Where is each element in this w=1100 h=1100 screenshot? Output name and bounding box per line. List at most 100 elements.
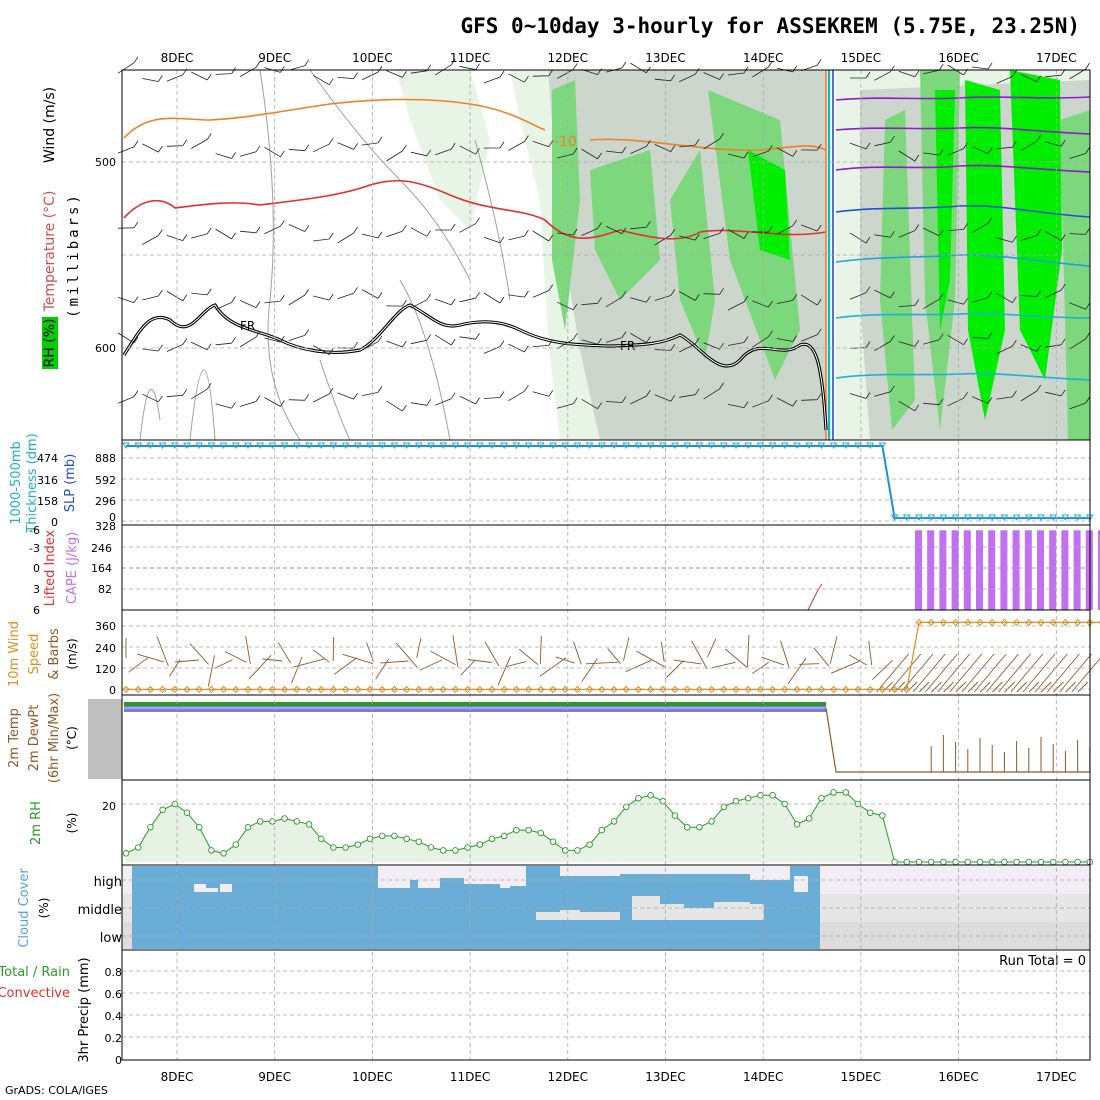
rh2m-point <box>391 832 398 840</box>
top-date-label: 16DEC <box>938 51 978 65</box>
wind-speed-point <box>134 685 142 694</box>
rh2m-point <box>415 838 423 845</box>
thickness-point <box>671 442 679 449</box>
upper-wind-barb <box>435 392 456 406</box>
wind-barb <box>691 640 708 670</box>
upper-wind-barb <box>264 397 285 407</box>
upper-wind-barb <box>557 63 578 79</box>
wind-speed-point <box>256 685 264 694</box>
slp-ytick-296: 296 <box>95 495 116 508</box>
wind-barb <box>607 648 621 664</box>
upper-wind-barb <box>142 143 163 153</box>
fr-label-1: FR <box>240 319 255 333</box>
top-date-label: 11DEC <box>450 51 490 65</box>
wind-speed-point <box>842 685 850 694</box>
wind-barb <box>888 653 922 693</box>
upper-wind-barb <box>727 401 749 408</box>
bottom-date-label: 17DEC <box>1036 1070 1076 1084</box>
upper-wind-barb <box>142 75 163 82</box>
rh2m-point <box>354 841 362 848</box>
upper-wind-barb <box>264 220 285 235</box>
thickness-markers <box>122 442 1094 522</box>
wind-barb <box>876 653 909 693</box>
cape-ylabel: CAPE (J/kg) <box>65 532 80 604</box>
thickness-point <box>756 442 765 449</box>
wind-speed-point <box>122 685 130 694</box>
rh2m-markers <box>122 789 1094 866</box>
top-date-label: 17DEC <box>1036 51 1076 65</box>
rh2m-point <box>269 818 276 825</box>
precip-panel: 0.8 0.6 0.4 0.2 0 Run Total = 0 Total / … <box>0 954 1086 1067</box>
cape-panel: -6 -3 0 3 6 246 164 82 Lifted Index CAPE… <box>29 524 1100 617</box>
upper-wind-barb <box>532 390 554 397</box>
wind-speed-point <box>805 685 813 694</box>
upper-wind-barb <box>508 385 529 402</box>
thickness-point <box>244 442 252 449</box>
wind-barb <box>1004 681 1015 693</box>
thickness-point <box>951 514 960 522</box>
upper-wind-barb <box>166 139 188 147</box>
cape-ytick-82: 82 <box>98 583 112 596</box>
rh2m-point <box>317 835 325 843</box>
upper-wind-barb <box>532 230 554 242</box>
upper-wind-barb <box>1020 384 1042 402</box>
upper-wind-barb <box>679 337 700 353</box>
temp-ylabel-2: 2m DewPt <box>27 705 42 772</box>
upper-wind-barb <box>117 56 139 74</box>
wind-speed-point <box>488 685 496 694</box>
top-date-label: 8DEC <box>161 51 194 65</box>
rh2m-point <box>744 794 752 802</box>
li-ytick-3: 3 <box>33 583 40 596</box>
upper-wind-barb <box>654 344 676 351</box>
wind-speed-point <box>232 685 240 694</box>
upper-wind-barb <box>313 387 334 403</box>
precip-ylabel-unit: 3hr Precip (mm) <box>77 957 92 1062</box>
upper-wind-barb <box>117 140 139 154</box>
thickness-point <box>280 442 289 449</box>
thickness-point <box>378 442 387 449</box>
temp-axis-hatching <box>88 699 122 779</box>
upper-wind-barb <box>556 333 578 350</box>
upper-wind-barb <box>1020 290 1042 297</box>
panel-frame <box>121 439 1091 526</box>
rh2m-point <box>683 823 691 831</box>
thickness-panel: 474 316 158 0 888 592 296 0 328 1000-500… <box>9 433 1094 534</box>
rh2m-point <box>208 847 215 854</box>
wind-speed-point <box>1061 618 1070 627</box>
precip-ytick-02: 0.2 <box>105 1032 123 1045</box>
upper-ylabel-wind: Wind (m/s) <box>42 87 58 163</box>
wind-speed-point <box>524 685 533 694</box>
upper-wind-barb <box>874 385 895 397</box>
wind-speed-point <box>646 685 655 694</box>
wind-speed-point <box>927 618 935 627</box>
cape-bar <box>1000 530 1008 610</box>
upper-wind-barb <box>557 228 578 236</box>
upper-wind-barb <box>605 331 627 343</box>
wind-speed-point <box>634 685 643 694</box>
upper-wind-barb <box>752 300 773 308</box>
wind-speed-point <box>354 685 362 694</box>
upper-wind-barb <box>605 225 627 235</box>
wind-speed-point <box>463 685 472 694</box>
upper-wind-barb <box>898 224 920 238</box>
rh2m-point <box>1025 858 1033 866</box>
thickness-point <box>902 514 911 522</box>
upper-wind-barb <box>947 142 968 156</box>
wind-speed-point <box>183 685 191 694</box>
wind-speed-point <box>537 685 545 694</box>
wind-speed-point <box>829 685 838 694</box>
wind-barb <box>375 658 390 680</box>
upper-wind-barb <box>117 221 139 229</box>
wind-barb <box>912 653 946 693</box>
upper-wind-barb <box>898 400 920 412</box>
wind-speed-point <box>915 618 923 627</box>
upper-ylabel-temp: Temperature (°C) <box>42 191 58 313</box>
upper-wind-barb <box>239 145 261 157</box>
upper-wind-barb <box>947 298 968 305</box>
upper-wind-barb <box>923 333 944 345</box>
thickness-point <box>793 442 801 449</box>
upper-wind-barb <box>239 300 261 308</box>
wind-barb <box>497 656 511 686</box>
wind-barb <box>395 642 418 668</box>
thickness-point <box>963 514 972 522</box>
